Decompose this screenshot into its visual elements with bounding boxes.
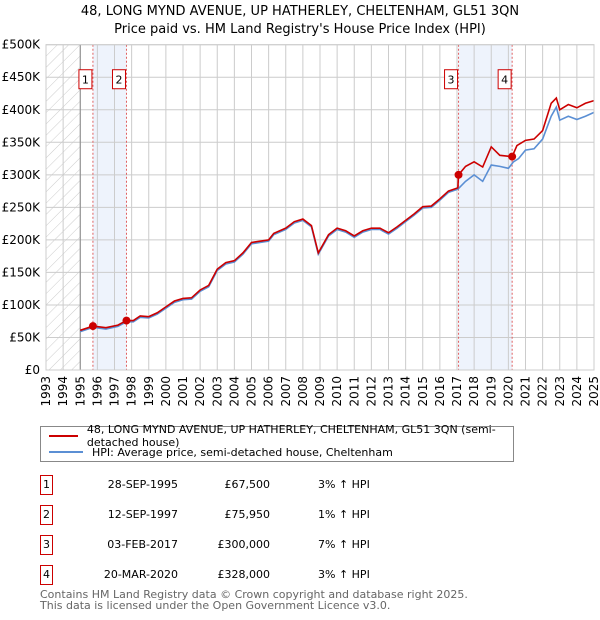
plot-border <box>45 44 595 371</box>
x-tick-label: 2024 <box>570 376 584 407</box>
legend-label: HPI: Average price, semi-detached house,… <box>92 445 393 459</box>
y-tick-label: £300K <box>2 168 42 182</box>
price-chart: 1993 1994 1995 1996 1997 1998 1999 2000 2001 2002… <box>2 38 600 407</box>
footer: Contains HM Land Registry data © Crown c… <box>40 589 468 611</box>
y-tick-label: £450K <box>2 70 42 84</box>
x-tick-label: 2016 <box>433 376 447 407</box>
x-tick-label: 1993 <box>39 376 53 407</box>
sale-hpi: 3% ↑ HPI <box>318 478 370 491</box>
table-row: 1 28-SEP-1995 £67,500 3% ↑ HPI <box>40 475 440 495</box>
sale-label-box <box>497 69 512 90</box>
sale-point <box>508 152 517 161</box>
sale-number: 1 <box>40 475 53 495</box>
x-tick-label: 1995 <box>73 376 87 407</box>
series-line <box>79 105 595 333</box>
title-line-2: Price paid vs. HM Land Registry's House … <box>114 22 486 37</box>
x-tick-label: 2010 <box>330 376 344 407</box>
sale-date: 28-SEP-1995 <box>107 478 178 491</box>
x-tick-label: 1996 <box>90 376 104 407</box>
legend-label: 48, LONG MYND AVENUE, UP HATHERLEY, CHEL… <box>86 423 496 449</box>
x-tick-label: 2015 <box>416 376 430 407</box>
x-tick-label: 2006 <box>262 376 276 407</box>
y-tick-label: £250K <box>2 200 42 214</box>
sale-label: 1 <box>82 74 89 87</box>
sale-number: 3 <box>40 535 53 555</box>
sale-date: 20-MAR-2020 <box>103 568 178 581</box>
sale-price: £67,500 <box>224 478 271 491</box>
sale-date: 03-FEB-2017 <box>107 538 178 551</box>
x-tick-label: 1998 <box>125 376 139 407</box>
y-tick-label: £150K <box>2 265 42 279</box>
x-tick-label: 2017 <box>450 376 464 407</box>
x-tick-label: 2012 <box>364 376 378 407</box>
x-tick-label: 2023 <box>553 376 567 407</box>
x-tick-label: 2007 <box>279 376 293 407</box>
x-tick-label: 2022 <box>536 376 550 407</box>
x-tick-label: 2014 <box>399 376 413 407</box>
x-tick-label: 2009 <box>313 376 327 407</box>
sale-number: 2 <box>40 505 53 525</box>
footer-line-1: Contains HM Land Registry data © Crown c… <box>40 588 468 601</box>
sale-hpi: 7% ↑ HPI <box>318 538 370 551</box>
sale-hpi: 1% ↑ HPI <box>318 508 370 521</box>
x-tick-label: 2001 <box>176 376 190 407</box>
x-tick-label: 2000 <box>159 376 173 407</box>
footer-line-2: This data is licensed under the Open Gov… <box>40 599 391 612</box>
x-tick-label: 2002 <box>193 376 207 407</box>
table-row: 4 20-MAR-2020 £328,000 3% ↑ HPI <box>40 565 440 585</box>
x-tick-label: 2011 <box>347 376 361 407</box>
sale-point <box>88 322 97 331</box>
y-tick-label: £200K <box>2 233 42 247</box>
sale-number: 4 <box>40 565 53 585</box>
sale-price: £75,950 <box>224 508 271 521</box>
x-tick-label: 1994 <box>56 376 70 407</box>
x-tick-label: 2013 <box>382 376 396 407</box>
table-row: 2 12-SEP-1997 £75,950 1% ↑ HPI <box>40 505 440 525</box>
series-line <box>79 96 595 332</box>
y-tick-label: £350K <box>2 135 42 149</box>
legend-item-property: 48, LONG MYND AVENUE, UP HATHERLEY, CHEL… <box>49 423 513 449</box>
x-tick-label: 2020 <box>501 376 515 407</box>
sale-hpi: 3% ↑ HPI <box>318 568 370 581</box>
x-tick-label: 2019 <box>484 376 498 407</box>
y-tick-label: £500K <box>2 38 42 52</box>
title-line-1: 48, LONG MYND AVENUE, UP HATHERLEY, CHEL… <box>80 4 520 19</box>
sale-label: 4 <box>501 74 508 87</box>
x-tick-label: 2018 <box>467 376 481 407</box>
chart-title: 48, LONG MYND AVENUE, UP HATHERLEY, CHEL… <box>0 3 600 39</box>
table-row: 3 03-FEB-2017 £300,000 7% ↑ HPI <box>40 535 440 555</box>
sale-price: £300,000 <box>217 538 271 551</box>
legend-swatch-red <box>49 435 78 437</box>
x-tick-label: 2003 <box>210 376 224 407</box>
x-tick-label: 2021 <box>519 376 533 407</box>
legend-item-hpi: HPI: Average price, semi-detached house,… <box>49 444 393 460</box>
sale-point <box>454 170 463 179</box>
y-tick-label: £100K <box>2 298 42 312</box>
y-tick-label: £50K <box>9 330 41 344</box>
sale-date: 12-SEP-1997 <box>107 508 178 521</box>
sale-label-box <box>78 69 93 90</box>
sale-label-box <box>111 69 126 90</box>
y-tick-label: £400K <box>2 103 42 117</box>
sale-label: 3 <box>448 74 455 87</box>
x-tick-label: 2005 <box>245 376 259 407</box>
x-tick-label: 1997 <box>108 376 122 407</box>
legend: 48, LONG MYND AVENUE, UP HATHERLEY, CHEL… <box>40 423 514 462</box>
sale-label-box <box>444 69 459 90</box>
x-tick-label: 2004 <box>227 376 241 407</box>
sale-price: £328,000 <box>217 568 271 581</box>
x-tick-label: 2008 <box>296 376 310 407</box>
sale-label: 2 <box>115 74 122 87</box>
x-tick-label: 2025 <box>587 376 600 407</box>
legend-swatch-blue <box>49 451 83 453</box>
y-tick-label: £0 <box>25 363 40 377</box>
x-tick-label: 1999 <box>142 376 156 407</box>
sale-point <box>122 316 131 325</box>
